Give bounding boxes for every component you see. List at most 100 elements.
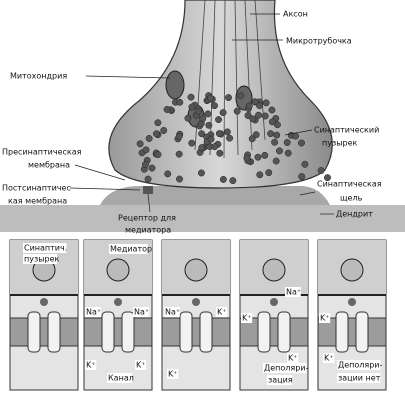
label-bg <box>285 287 301 297</box>
vesicle <box>261 151 269 159</box>
panel-label: Na⁺ <box>165 308 180 317</box>
vesicle <box>226 134 234 142</box>
channel-right <box>355 311 369 353</box>
vesicle <box>198 144 206 152</box>
vesicle <box>261 112 269 120</box>
vesicle <box>273 131 281 139</box>
label-bg <box>85 307 101 317</box>
channel-left <box>257 311 271 353</box>
vesicle <box>225 94 232 102</box>
postsynaptic-bump <box>100 186 330 205</box>
vesicle <box>199 115 207 123</box>
panel-label: пузырек <box>24 255 60 264</box>
label: Микротрубочка <box>286 37 352 46</box>
vesicle <box>184 258 208 282</box>
label-bg <box>216 307 228 317</box>
label-bg <box>167 369 179 379</box>
vesicle <box>211 143 219 151</box>
vesicle <box>176 175 183 183</box>
vesicle <box>154 151 162 159</box>
vesicle <box>176 98 184 106</box>
vesicle <box>207 135 215 143</box>
vesicle <box>164 170 172 178</box>
vesicle <box>154 119 162 127</box>
vesicle <box>249 115 257 123</box>
vesicle <box>265 169 273 177</box>
vesicle <box>255 111 262 119</box>
label: Дендрит <box>336 210 373 219</box>
channel-left <box>179 311 193 353</box>
vesicle <box>317 167 325 174</box>
label: кая мембрана <box>8 197 67 206</box>
mediator <box>40 298 48 306</box>
panel-label: K⁺ <box>320 314 329 323</box>
label-bg <box>133 307 149 317</box>
label: Постсинаптичес <box>2 184 71 193</box>
vesicle <box>188 139 196 147</box>
panel-label: Деполяри- <box>264 364 309 373</box>
panel-label: зация <box>268 376 293 385</box>
panel-label: Na⁺ <box>286 288 301 297</box>
dendrite-shape <box>0 205 405 232</box>
label: Синаптический <box>314 126 379 135</box>
label: Синаптическая <box>317 180 382 189</box>
panel-label: K⁺ <box>136 361 145 370</box>
vesicle <box>175 150 183 158</box>
panel-label: K⁺ <box>324 354 333 363</box>
vesicle <box>233 107 241 115</box>
panel-label: K⁺ <box>242 314 251 323</box>
vesicle <box>284 149 292 157</box>
panel-label: K⁺ <box>168 370 177 379</box>
vesicle <box>175 132 183 140</box>
presynaptic-terminal <box>108 0 333 189</box>
label: Рецептор для <box>118 214 176 223</box>
vesicle <box>188 103 196 111</box>
vesicle <box>207 94 214 102</box>
vesicle <box>106 258 130 282</box>
label-bg <box>323 353 335 363</box>
vesicle <box>324 174 331 182</box>
label: Аксон <box>283 10 308 19</box>
label-bg <box>263 363 307 373</box>
vesicle <box>283 139 291 146</box>
panel-label: зации нет <box>338 374 381 383</box>
vesicle <box>244 112 252 119</box>
panel-label: Синаптич. <box>24 244 67 253</box>
label-bg <box>241 313 253 323</box>
vesicle <box>211 102 218 110</box>
vesicle <box>145 135 153 142</box>
vesicle <box>160 127 168 134</box>
vesicle <box>276 147 283 155</box>
vesicle <box>184 114 192 122</box>
label-bg <box>85 360 97 370</box>
vesicle <box>198 130 206 138</box>
mitochondrion <box>165 70 185 100</box>
mediator <box>348 298 356 306</box>
vesicle <box>215 130 223 138</box>
vesicle <box>268 118 276 126</box>
panel-label: Na⁺ <box>134 308 149 317</box>
vesicle <box>256 171 264 179</box>
vesicle <box>243 154 251 162</box>
vesicle <box>219 109 227 117</box>
label-bg <box>337 373 381 383</box>
channel-right <box>277 311 291 353</box>
postsynaptic-membrane <box>83 317 153 347</box>
label-bg <box>107 373 132 383</box>
vesicle <box>301 160 309 168</box>
mediator <box>192 298 200 306</box>
label: медиатора <box>125 226 171 235</box>
vesicle <box>298 139 305 147</box>
panel-label: K⁺ <box>288 354 297 363</box>
vesicle <box>219 175 227 183</box>
panel-label: K⁺ <box>86 361 95 370</box>
vesicle <box>262 258 286 282</box>
channel-right <box>199 311 213 353</box>
vesicle <box>267 130 275 138</box>
channel-left <box>27 311 41 353</box>
vesicle <box>205 121 213 129</box>
label-bg <box>267 375 292 385</box>
vesicle <box>163 106 171 113</box>
